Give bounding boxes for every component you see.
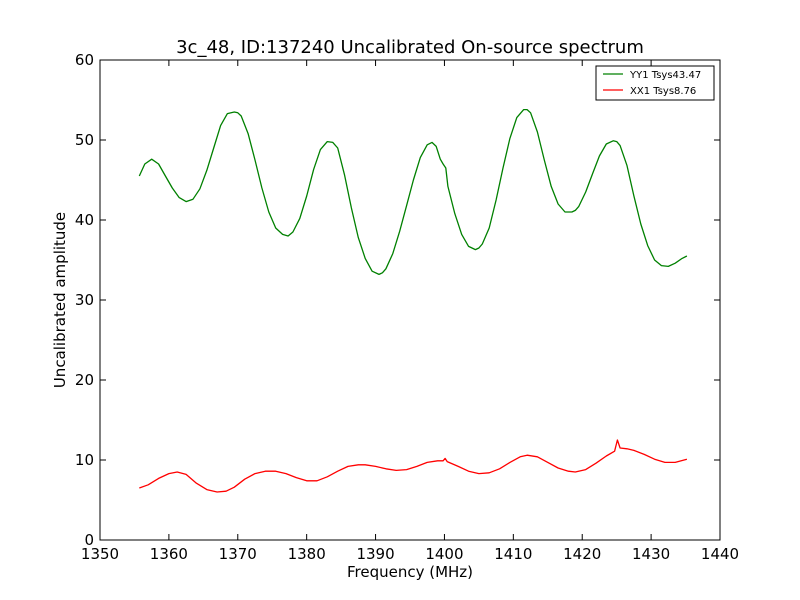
legend: YY1 Tsys43.47 XX1 Tsys8.76 <box>595 65 715 101</box>
x-tick-label: 1360 <box>150 545 188 563</box>
x-tick-label: 1420 <box>563 545 601 563</box>
x-tick-label: 1400 <box>425 545 463 563</box>
y-tick-label: 10 <box>75 451 94 469</box>
x-tick-label: 1370 <box>219 545 257 563</box>
x-tick-label: 1350 <box>81 545 119 563</box>
x-axis-label: Frequency (MHz) <box>347 563 473 581</box>
x-tick-label: 1440 <box>701 545 739 563</box>
x-tick-label: 1410 <box>494 545 532 563</box>
x-axis-ticks: 1350 1360 1370 1380 1390 1400 1410 1420 1430 1440 <box>81 60 739 563</box>
x-tick-label: 1390 <box>356 545 394 563</box>
y-tick-label: 40 <box>75 211 94 229</box>
y-axis-label: Uncalibrated amplitude <box>51 212 69 388</box>
series-line-1 <box>138 108 688 276</box>
series-line-2 <box>139 439 688 493</box>
plot-frame <box>99 59 721 541</box>
y-axis-ticks: 0 10 20 30 40 50 60 <box>75 51 720 549</box>
plot-area: 1350 1360 1370 1380 1390 1400 1410 1420 1430 1440… <box>75 51 739 563</box>
legend-label: XX1 Tsys8.76 <box>630 86 696 97</box>
y-tick-label: 20 <box>75 371 94 389</box>
y-tick-label: 0 <box>84 531 94 549</box>
chart-title: 3c_48, ID:137240 Uncalibrated On-source … <box>176 37 644 58</box>
legend-label: YY1 Tsys43.47 <box>629 70 701 81</box>
series-lines <box>138 108 688 493</box>
y-tick-label: 30 <box>75 291 94 309</box>
legend-frame <box>595 65 715 101</box>
y-tick-label: 50 <box>75 131 94 149</box>
x-tick-label: 1380 <box>288 545 326 563</box>
y-tick-label: 60 <box>75 51 94 69</box>
x-tick-label: 1430 <box>632 545 670 563</box>
